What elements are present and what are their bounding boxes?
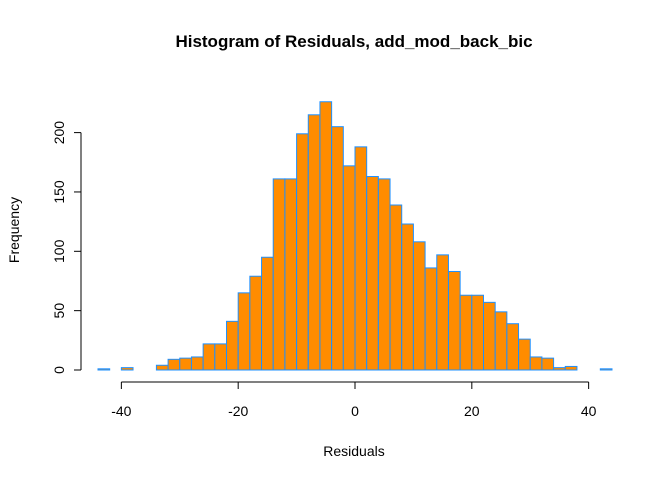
histogram-bar xyxy=(155,364,169,371)
y-tick-label: 150 xyxy=(51,180,67,204)
histogram-bar xyxy=(506,323,520,371)
y-axis: 0 50 100 150 200 xyxy=(51,121,82,374)
histogram-bar xyxy=(389,204,403,371)
histogram-bar xyxy=(366,176,379,371)
histogram-bar xyxy=(401,223,414,371)
y-tick-label: 100 xyxy=(51,239,67,263)
histogram-bar xyxy=(296,133,309,371)
histogram-bar xyxy=(179,357,192,371)
histogram-bar xyxy=(342,165,356,371)
histogram-bar xyxy=(167,358,181,371)
x-tick-label: -20 xyxy=(228,403,248,419)
histogram-bar xyxy=(541,357,555,371)
histogram-bar xyxy=(354,146,368,371)
histogram-bar xyxy=(237,292,251,371)
histogram-bar xyxy=(120,367,134,371)
x-axis: -40 -20 0 20 40 xyxy=(111,381,597,419)
histogram-bar xyxy=(97,368,111,371)
x-axis-label: Residuals xyxy=(323,443,384,459)
histogram-bar xyxy=(459,294,473,371)
x-tick-label: 20 xyxy=(464,403,480,419)
histogram-bar xyxy=(226,320,239,371)
y-tick-label: 0 xyxy=(51,366,67,374)
histogram-bar xyxy=(412,241,426,371)
histogram-bar xyxy=(424,267,438,371)
histogram-bar xyxy=(249,275,263,371)
histogram-bar xyxy=(518,338,531,371)
histogram-bar xyxy=(377,178,391,371)
x-tick-label: 40 xyxy=(581,403,597,419)
histogram-bar xyxy=(471,294,484,371)
histogram-bar xyxy=(436,254,449,371)
histogram-bar xyxy=(564,365,578,371)
histogram-bar xyxy=(494,311,508,371)
histogram-bars xyxy=(97,101,613,371)
x-tick-label: 0 xyxy=(351,403,359,419)
x-tick-label: -40 xyxy=(111,403,131,419)
y-tick-label: 50 xyxy=(51,303,67,319)
histogram-bar xyxy=(284,178,298,371)
histogram-bar xyxy=(261,256,274,371)
histogram-bar xyxy=(202,343,216,371)
histogram-bar xyxy=(553,367,566,371)
histogram-bar xyxy=(599,368,613,371)
y-tick-label: 200 xyxy=(51,121,67,145)
histogram-bar xyxy=(483,301,496,371)
y-axis-label: Frequency xyxy=(6,197,22,263)
histogram-bar xyxy=(214,343,227,371)
histogram-bar xyxy=(529,356,543,371)
histogram-bar xyxy=(447,270,461,371)
histogram-bar xyxy=(307,114,321,371)
histogram-bar xyxy=(272,178,286,371)
histogram-bar xyxy=(190,356,204,371)
chart-title: Histogram of Residuals, add_mod_back_bic xyxy=(175,32,532,51)
histogram-bar xyxy=(331,126,344,371)
histogram-bar xyxy=(319,101,333,371)
